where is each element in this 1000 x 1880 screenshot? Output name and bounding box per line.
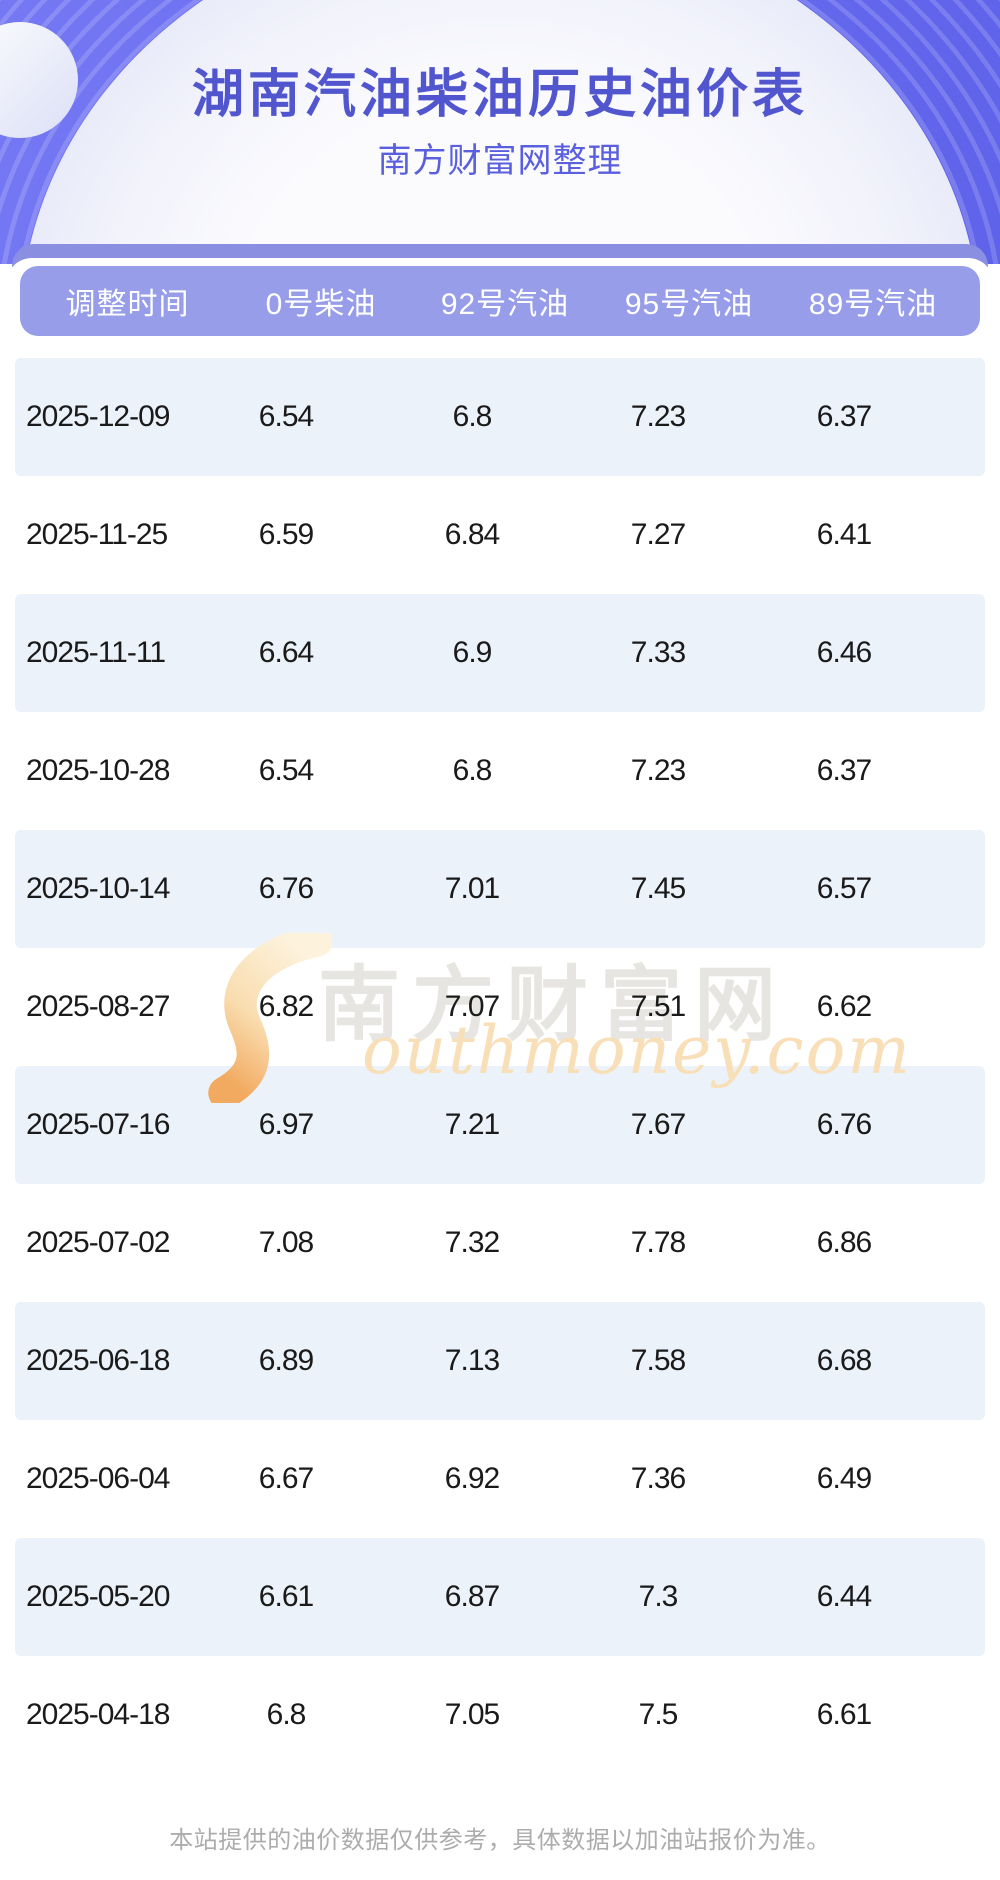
date-cell: 2025-10-28 <box>26 754 170 787</box>
gas-95-price-cell: 7.67 <box>630 1108 686 1141</box>
gas-92-price-cell: 6.8 <box>452 754 493 787</box>
column-header-diesel-0: 0号柴油 <box>265 288 377 321</box>
diesel-0-price-cell: 6.67 <box>258 1462 314 1495</box>
diesel-0-price-cell: 7.08 <box>258 1226 314 1259</box>
price-table-body: 2025-12-09 6.54 6.8 7.23 6.37 2025-11-25… <box>15 358 985 1774</box>
date-cell: 2025-10-14 <box>26 872 170 905</box>
table-header-row: 调整时间 0号柴油 92号汽油 95号汽油 89号汽油 <box>20 266 980 336</box>
table-row: 2025-12-09 6.54 6.8 7.23 6.37 <box>15 358 985 476</box>
date-cell: 2025-05-20 <box>26 1580 170 1613</box>
gas-92-price-cell: 6.84 <box>444 518 500 551</box>
gas-89-price-cell: 6.44 <box>816 1580 872 1613</box>
table-row: 2025-04-18 6.8 7.05 7.5 6.61 <box>15 1656 985 1774</box>
date-cell: 2025-06-18 <box>26 1344 170 1377</box>
date-cell: 2025-06-04 <box>26 1462 170 1495</box>
table-row: 2025-11-25 6.59 6.84 7.27 6.41 <box>15 476 985 594</box>
gas-89-price-cell: 6.62 <box>816 990 872 1023</box>
table-row: 2025-10-28 6.54 6.8 7.23 6.37 <box>15 712 985 830</box>
gas-95-price-cell: 7.33 <box>630 636 686 669</box>
gas-95-price-cell: 7.3 <box>638 1580 679 1613</box>
gas-95-price-cell: 7.78 <box>630 1226 686 1259</box>
gas-89-price-cell: 6.41 <box>816 518 872 551</box>
gas-92-price-cell: 6.9 <box>452 636 493 669</box>
table-row: 2025-11-11 6.64 6.9 7.33 6.46 <box>15 594 985 712</box>
gas-92-price-cell: 6.92 <box>444 1462 500 1495</box>
gas-92-price-cell: 7.01 <box>444 872 500 905</box>
date-cell: 2025-07-16 <box>26 1108 170 1141</box>
page-subtitle: 南方财富网整理 <box>377 142 623 180</box>
gas-92-price-cell: 7.21 <box>444 1108 500 1141</box>
gas-92-price-cell: 7.05 <box>444 1698 500 1731</box>
gas-95-price-cell: 7.27 <box>630 518 686 551</box>
date-cell: 2025-08-27 <box>26 990 170 1023</box>
date-cell: 2025-04-18 <box>26 1698 170 1731</box>
date-cell: 2025-07-02 <box>26 1226 170 1259</box>
gas-92-price-cell: 7.32 <box>444 1226 500 1259</box>
diesel-0-price-cell: 6.76 <box>258 872 314 905</box>
date-cell: 2025-12-09 <box>26 400 170 433</box>
column-header-date: 调整时间 <box>65 288 190 321</box>
gas-89-price-cell: 6.37 <box>816 400 872 433</box>
gas-95-price-cell: 7.23 <box>630 754 686 787</box>
gas-95-price-cell: 7.36 <box>630 1462 686 1495</box>
banner-white-blob <box>20 0 980 264</box>
gas-95-price-cell: 7.45 <box>630 872 686 905</box>
diesel-0-price-cell: 6.82 <box>258 990 314 1023</box>
page-title: 湖南汽油柴油历史油价表 <box>191 66 808 124</box>
table-row: 2025-07-02 7.08 7.32 7.78 6.86 <box>15 1184 985 1302</box>
gas-89-price-cell: 6.68 <box>816 1344 872 1377</box>
disclaimer-text: 本站提供的油价数据仅供参考，具体数据以加油站报价为准。 <box>169 1827 831 1854</box>
table-row: 2025-10-14 6.76 7.01 7.45 6.57 <box>15 830 985 948</box>
column-header-gas-92: 92号汽油 <box>440 288 570 321</box>
column-header-gas-89: 89号汽油 <box>808 288 938 321</box>
diesel-0-price-cell: 6.97 <box>258 1108 314 1141</box>
table-row: 2025-05-20 6.61 6.87 7.3 6.44 <box>15 1538 985 1656</box>
gas-89-price-cell: 6.76 <box>816 1108 872 1141</box>
gas-89-price-cell: 6.37 <box>816 754 872 787</box>
gas-89-price-cell: 6.61 <box>816 1698 872 1731</box>
table-row: 2025-06-04 6.67 6.92 7.36 6.49 <box>15 1420 985 1538</box>
diesel-0-price-cell: 6.8 <box>266 1698 307 1731</box>
gas-89-price-cell: 6.57 <box>816 872 872 905</box>
diesel-0-price-cell: 6.61 <box>258 1580 314 1613</box>
gas-92-price-cell: 6.8 <box>452 400 493 433</box>
gas-95-price-cell: 7.23 <box>630 400 686 433</box>
gas-89-price-cell: 6.49 <box>816 1462 872 1495</box>
gas-92-price-cell: 7.07 <box>444 990 500 1023</box>
diesel-0-price-cell: 6.54 <box>258 754 314 787</box>
diesel-0-price-cell: 6.54 <box>258 400 314 433</box>
date-cell: 2025-11-11 <box>26 636 166 669</box>
diesel-0-price-cell: 6.64 <box>258 636 314 669</box>
diesel-0-price-cell: 6.89 <box>258 1344 314 1377</box>
table-row: 2025-06-18 6.89 7.13 7.58 6.68 <box>15 1302 985 1420</box>
gas-95-price-cell: 7.58 <box>630 1344 686 1377</box>
date-cell: 2025-11-25 <box>26 518 168 551</box>
table-row: 2025-07-16 6.97 7.21 7.67 6.76 <box>15 1066 985 1184</box>
gas-89-price-cell: 6.46 <box>816 636 872 669</box>
gas-95-price-cell: 7.51 <box>630 990 686 1023</box>
gas-92-price-cell: 6.87 <box>444 1580 500 1613</box>
column-header-gas-95: 95号汽油 <box>624 288 754 321</box>
gas-92-price-cell: 7.13 <box>444 1344 500 1377</box>
gas-95-price-cell: 7.5 <box>638 1698 679 1731</box>
header-banner <box>0 0 1000 264</box>
gas-89-price-cell: 6.86 <box>816 1226 872 1259</box>
diesel-0-price-cell: 6.59 <box>258 518 314 551</box>
table-row: 2025-08-27 6.82 7.07 7.51 6.62 <box>15 948 985 1066</box>
